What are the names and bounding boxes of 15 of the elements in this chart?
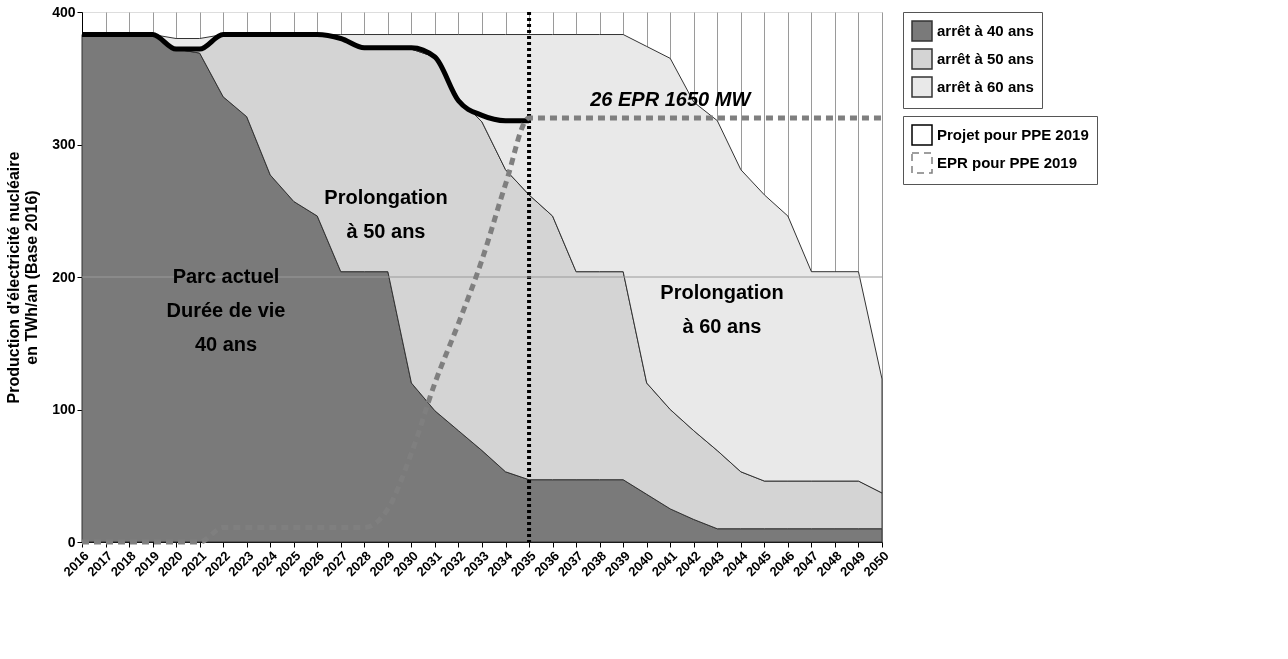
legend-label: arrêt à 60 ans [937,78,1034,95]
annotation: Prolongation à 60 ans [660,280,784,337]
y-tick-label: 100 [52,401,76,417]
y-axis-title: Production d'électricité nucléaire en TWh/an (Base 2016) [5,151,41,404]
y-tick-label: 300 [52,136,76,152]
legend-label: arrêt à 40 ans [937,22,1034,39]
y-tick-label: 0 [67,533,76,550]
legend-label: EPR pour PPE 2019 [937,154,1078,171]
annotation: Parc actuel Durée de vie 40 ans [166,265,286,355]
annotation: 26 EPR 1650 MW [589,88,753,110]
legend-label: Projet pour PPE 2019 [937,126,1089,143]
y-tick-label: 400 [52,3,76,20]
legend-label: arrêt à 50 ans [937,50,1034,67]
annotation: Prolongation à 50 ans [324,185,448,242]
y-tick-label: 200 [52,268,76,285]
